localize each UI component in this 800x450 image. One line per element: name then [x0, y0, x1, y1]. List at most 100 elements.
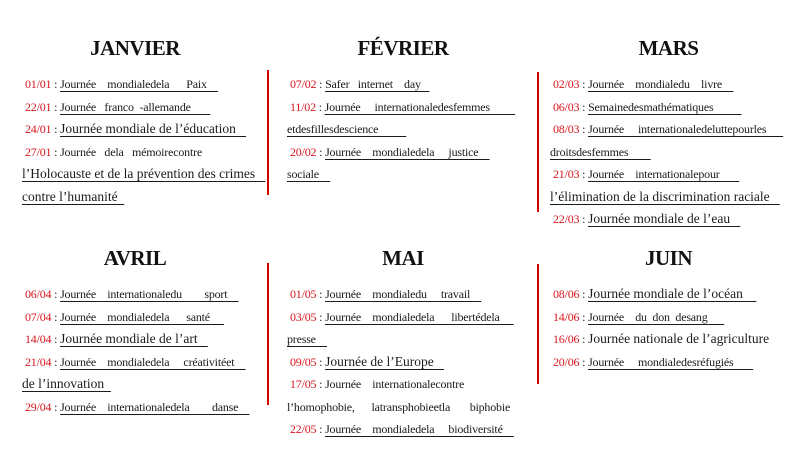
event-row: 07/04 : Journée mondialedela santé [22, 306, 268, 329]
event-row: 20/02 : Journée mondialedela justice [287, 141, 538, 164]
date-separator: : [316, 422, 326, 436]
event-text: etdesfillesdescience [287, 122, 407, 136]
date-separator: : [315, 99, 325, 114]
date-separator: : [51, 122, 61, 136]
event-row: 22/03 : Journée mondiale de l’eau [550, 208, 798, 231]
event-row: 14/04 : Journée mondiale de l’art [22, 328, 268, 351]
date-separator: : [316, 287, 326, 301]
date-separator: : [51, 309, 61, 324]
event-row: 01/01 : Journée mondialedela Paix [22, 73, 268, 96]
event-text: Safer internet day [325, 77, 430, 91]
date-separator: : [579, 122, 589, 136]
event-text: contre l’humanité [22, 188, 125, 204]
column-divider [267, 70, 269, 195]
month-section-fevrier: FÉVRIER 07/02 : Safer internet day 11/02… [268, 28, 538, 186]
event-text: Journée internationaledu sport [60, 287, 239, 301]
event-date: 22/03 [553, 212, 580, 226]
month-title: MARS [638, 36, 699, 60]
event-text: Journée internationalepour [588, 167, 740, 181]
month-title: FÉVRIER [357, 36, 449, 60]
event-date: 21/03 [553, 167, 580, 181]
event-row: 09/05 : Journée de l’Europe [287, 351, 538, 374]
event-date: 09/05 [290, 354, 317, 369]
event-text: Journée mondialedesréfugiés [588, 354, 754, 369]
event-date: 27/01 [25, 144, 52, 159]
date-separator: : [51, 77, 61, 91]
event-continuation-row: presse [287, 328, 538, 351]
month-rows: 02/03 : Journée mondialedu livre 06/03 :… [539, 73, 798, 231]
date-separator: : [316, 377, 326, 391]
event-date: 06/04 [25, 287, 52, 301]
event-date: 29/04 [25, 399, 52, 414]
event-text: Journée mondiale de l’éducation [60, 121, 247, 136]
event-row: 06/04 : Journée internationaledu sport [22, 283, 268, 306]
event-row: 22/01 : Journée franco -allemande [22, 96, 268, 119]
event-continuation-row: l’homophobie, latransphobieetla biphobie [287, 396, 538, 419]
event-text: Journée internationaledeluttepourles [588, 122, 784, 136]
month-section-mars: MARS 02/03 : Journée mondialedu livre 06… [539, 28, 798, 231]
month-section-avril: AVRIL 06/04 : Journée internationaledu s… [2, 238, 268, 418]
month-rows: 01/05 : Journée mondialedu travail 03/05… [268, 283, 538, 441]
date-separator: : [51, 332, 61, 346]
event-row: 21/03 : Journée internationalepour [550, 163, 798, 186]
event-text: Journée mondialedela libertédela [325, 309, 514, 324]
event-continuation-row: de l’innovation [22, 373, 268, 396]
event-row: 14/06 : Journée du don desang [550, 306, 798, 329]
event-text: Journée mondialedela justice [325, 144, 490, 159]
event-row: 29/04 : Journée internationaledela danse [22, 396, 268, 419]
date-separator: : [579, 287, 589, 301]
event-text: l’Holocauste et de la prévention des cri… [22, 166, 266, 181]
event-row: 07/02 : Safer internet day [287, 73, 538, 96]
event-row: 03/05 : Journée mondialedela libertédela [287, 306, 538, 329]
event-text: Journée mondialedela Paix [60, 77, 218, 91]
month-section-mai: MAI 01/05 : Journée mondialedu travail 0… [268, 238, 538, 441]
event-text: droitsdesfemmes [550, 144, 651, 159]
event-continuation-row: etdesfillesdescience [287, 118, 538, 141]
date-separator: : [579, 354, 589, 369]
event-row: 06/03 : Semainedesmathématiques [550, 96, 798, 119]
date-separator: : [579, 332, 589, 346]
event-row: 08/06 : Journée mondiale de l’océan [550, 283, 798, 306]
event-text: Journée mondialedu travail [325, 287, 482, 301]
event-text: presse [287, 332, 327, 346]
event-date: 14/04 [25, 332, 52, 346]
event-text: l’élimination de la discrimination racia… [550, 188, 780, 204]
month-rows: 08/06 : Journée mondiale de l’océan 14/0… [539, 283, 798, 373]
column-divider [537, 264, 539, 384]
event-date: 07/04 [25, 309, 52, 324]
event-date: 01/05 [290, 287, 317, 301]
event-date: 01/01 [25, 77, 52, 91]
date-separator: : [316, 354, 326, 369]
event-continuation-row: l’Holocauste et de la prévention des cri… [22, 163, 268, 186]
event-text: Journée internationaledela danse [60, 399, 250, 414]
event-text: Journée du don desang [588, 309, 725, 324]
month-section-juin: JUIN 08/06 : Journée mondiale de l’océan… [539, 238, 798, 373]
event-text: Journée mondiale de l’art [60, 331, 208, 346]
month-section-janvier: JANVIER 01/01 : Journée mondialedela Pai… [2, 28, 268, 208]
event-continuation-row: contre l’humanité [22, 186, 268, 209]
event-row: 08/03 : Journée internationaledeluttepou… [550, 118, 798, 141]
event-date: 02/03 [553, 77, 580, 91]
event-text: Journée mondiale de l’océan [588, 286, 757, 301]
event-row: 20/06 : Journée mondialedesréfugiés [550, 351, 798, 374]
date-separator: : [579, 167, 589, 181]
date-separator: : [579, 212, 589, 226]
event-date: 07/02 [290, 77, 317, 91]
event-continuation-row: sociale [287, 163, 538, 186]
month-title: AVRIL [103, 246, 167, 270]
event-date: 17/05 [290, 377, 317, 391]
event-text: Journée mondialedela santé [60, 309, 224, 324]
column-divider [537, 72, 539, 212]
event-date: 06/03 [553, 99, 580, 114]
event-date: 21/04 [25, 354, 52, 369]
date-separator: : [579, 309, 589, 324]
event-text: Journée mondiale de l’eau [588, 211, 741, 226]
event-text: Journée de l’Europe [325, 353, 444, 369]
date-separator: : [51, 144, 61, 159]
event-row: 21/04 : Journée mondialedela créativitée… [22, 351, 268, 374]
event-row: 02/03 : Journée mondialedu livre [550, 73, 798, 96]
event-date: 14/06 [553, 309, 580, 324]
event-text: Journée franco -allemande [60, 99, 211, 114]
date-separator: : [51, 99, 61, 114]
event-date: 16/06 [553, 332, 580, 346]
